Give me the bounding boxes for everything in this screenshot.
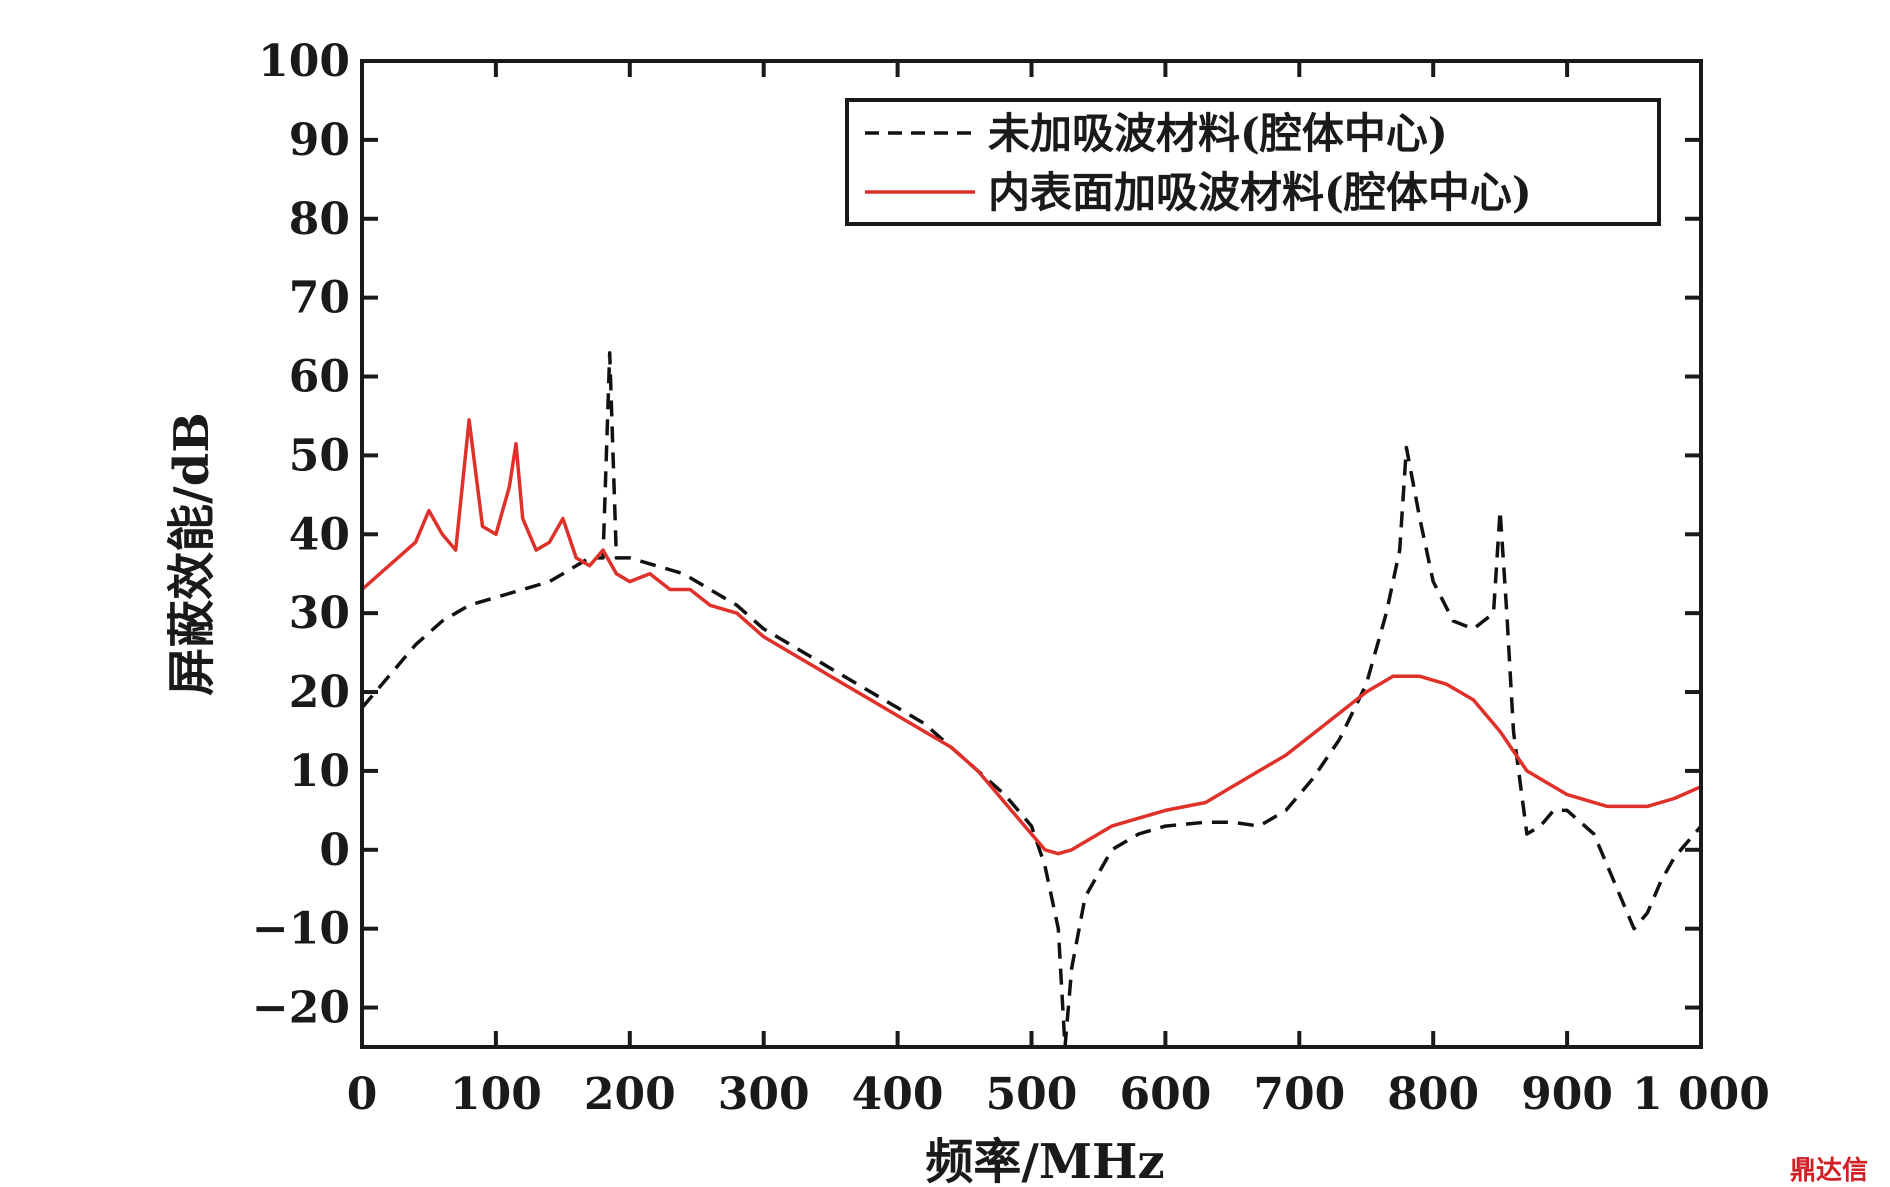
y-tick-label: 50 — [289, 430, 350, 481]
series-line-2 — [360, 418, 1702, 856]
legend: 未加吸波材料(腔体中心) 内表面加吸波材料(腔体中心) — [845, 98, 1661, 226]
axis-ticks: 0 100 200 300 400 500 600 700 800 900 1 000 −20 −10 0… — [252, 36, 1770, 1120]
y-tick-label: 10 — [289, 746, 350, 797]
watermark-logo: 鼎达信 — [1790, 1156, 1869, 1186]
y-tick-label: 20 — [289, 667, 350, 718]
y-tick-label: 60 — [289, 352, 350, 403]
y-axis-title: 屏蔽效能/dB — [164, 412, 220, 696]
series-line-1 — [360, 351, 1703, 1049]
x-tick-label: 700 — [1253, 1069, 1345, 1120]
x-tick-label: 300 — [718, 1069, 810, 1120]
legend-label-series-2: 内表面加吸波材料(腔体中心) — [988, 168, 1532, 217]
y-tick-label: 90 — [289, 115, 350, 166]
x-tick-label: 600 — [1119, 1069, 1211, 1120]
x-axis-title: 频率/MHz — [925, 1134, 1164, 1187]
x-tick-label: 200 — [584, 1069, 676, 1120]
x-tick-label: 1 000 — [1632, 1069, 1770, 1120]
y-tick-label: −10 — [252, 904, 350, 955]
y-tick-label: 80 — [289, 194, 350, 245]
legend-box — [845, 98, 1661, 226]
y-tick-label: 100 — [258, 36, 350, 87]
x-tick-label: 500 — [986, 1069, 1078, 1120]
x-tick-label: 800 — [1387, 1069, 1479, 1120]
plot-area-frame — [360, 59, 1703, 1049]
y-tick-label: 0 — [319, 825, 350, 876]
legend-label-series-1: 未加吸波材料(腔体中心) — [988, 109, 1448, 158]
y-tick-label: 30 — [289, 588, 350, 639]
y-tick-label: 70 — [289, 273, 350, 324]
y-tick-label: −20 — [252, 983, 350, 1034]
x-tick-label: 900 — [1521, 1069, 1613, 1120]
x-tick-label: 100 — [450, 1069, 542, 1120]
x-tick-label: 400 — [852, 1069, 944, 1120]
series-layer — [360, 351, 1703, 1049]
y-tick-label: 40 — [289, 509, 350, 560]
x-tick-label: 0 — [347, 1069, 378, 1120]
